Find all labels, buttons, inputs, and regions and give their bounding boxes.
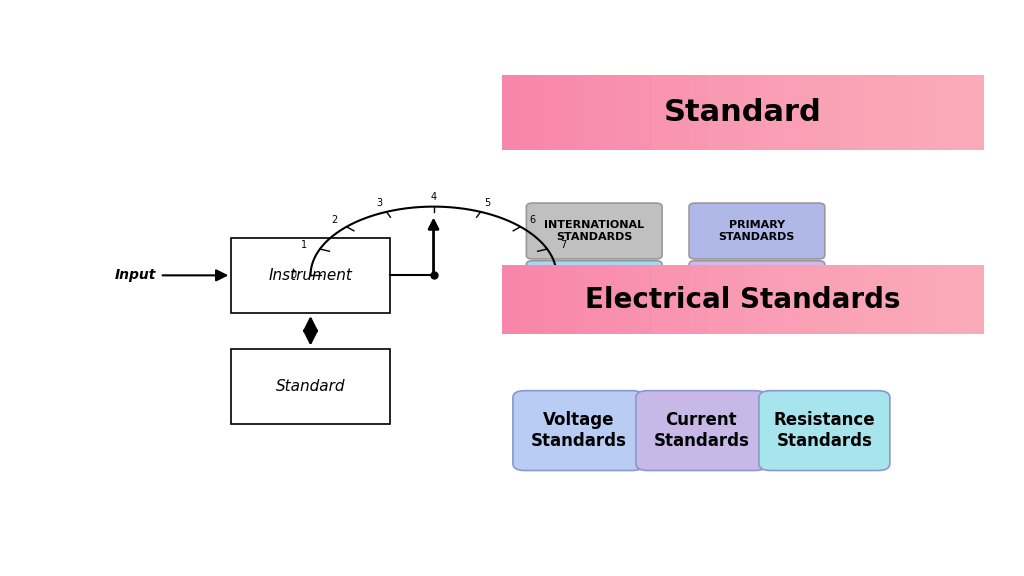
FancyBboxPatch shape	[526, 203, 663, 259]
Text: Input: Input	[115, 268, 156, 282]
Text: 0: 0	[290, 270, 296, 281]
Text: SECONDARY
STANDARDS: SECONDARY STANDARDS	[556, 278, 633, 300]
Text: 6: 6	[529, 215, 536, 225]
Text: 2: 2	[331, 215, 337, 225]
Text: 7: 7	[560, 240, 566, 251]
Text: WORKING
STANDARDS: WORKING STANDARDS	[719, 278, 795, 300]
FancyBboxPatch shape	[231, 238, 390, 313]
FancyBboxPatch shape	[759, 391, 890, 471]
Text: INTERNATIONAL
STANDARDS: INTERNATIONAL STANDARDS	[544, 220, 644, 242]
Text: Standard: Standard	[275, 379, 345, 394]
Text: 4: 4	[430, 192, 436, 202]
Text: Standard: Standard	[664, 98, 821, 127]
Text: PRIMARY
STANDARDS: PRIMARY STANDARDS	[719, 220, 795, 242]
Text: Current
Standards: Current Standards	[653, 411, 750, 450]
Text: Resistance
Standards: Resistance Standards	[773, 411, 876, 450]
FancyBboxPatch shape	[526, 261, 663, 317]
Text: 5: 5	[484, 198, 490, 208]
FancyBboxPatch shape	[689, 203, 824, 259]
Text: Electrical Standards: Electrical Standards	[585, 286, 900, 313]
FancyBboxPatch shape	[636, 391, 767, 471]
Text: 1: 1	[301, 240, 307, 251]
FancyBboxPatch shape	[513, 391, 644, 471]
FancyBboxPatch shape	[231, 348, 390, 424]
Text: 8: 8	[571, 270, 578, 281]
Text: 3: 3	[377, 198, 383, 208]
Text: Instrument: Instrument	[268, 268, 352, 283]
Text: Voltage
Standards: Voltage Standards	[530, 411, 627, 450]
FancyBboxPatch shape	[689, 261, 824, 317]
